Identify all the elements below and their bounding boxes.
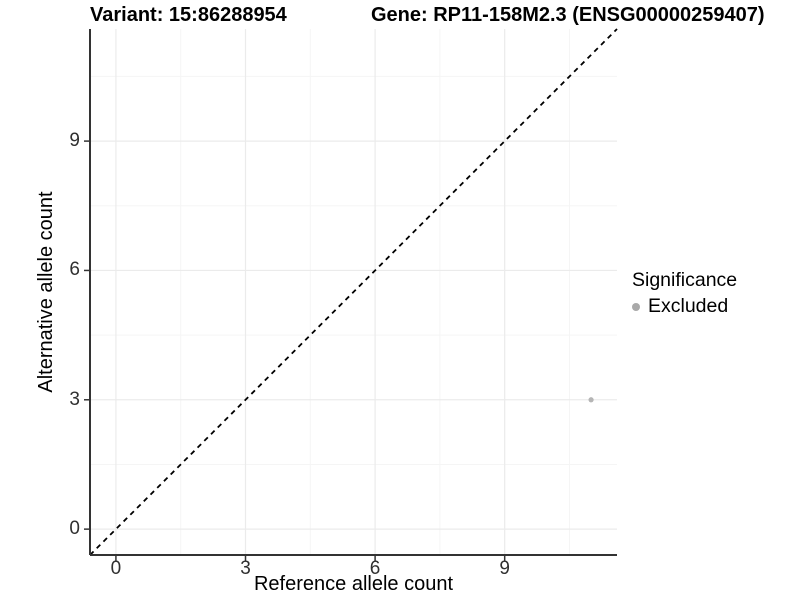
y-tick-label: 6	[69, 259, 80, 281]
gene-title: Gene: RP11-158M2.3 (ENSG00000259407)	[371, 4, 765, 26]
x-tick-label: 0	[110, 558, 122, 579]
x-tick-label: 6	[369, 558, 381, 579]
x-axis-label: Reference allele count	[253, 573, 453, 595]
legend-point-icon	[632, 302, 640, 311]
x-tick-label: 3	[240, 558, 251, 579]
y-tick-label: 3	[69, 388, 80, 410]
identity-dashed-line	[89, 28, 618, 556]
variant-title: Variant: 15:86288954	[90, 4, 287, 26]
legend-title: Significance	[632, 269, 738, 291]
data-point-excluded	[588, 397, 594, 403]
y-tick-label: 0	[69, 518, 80, 540]
legend-item-label: Excluded	[648, 295, 729, 317]
y-tick-label: 9	[69, 130, 80, 152]
x-tick-label: 9	[499, 558, 510, 579]
legend: Significance Excluded	[628, 269, 737, 318]
legend-item-excluded: Excluded	[632, 295, 737, 318]
